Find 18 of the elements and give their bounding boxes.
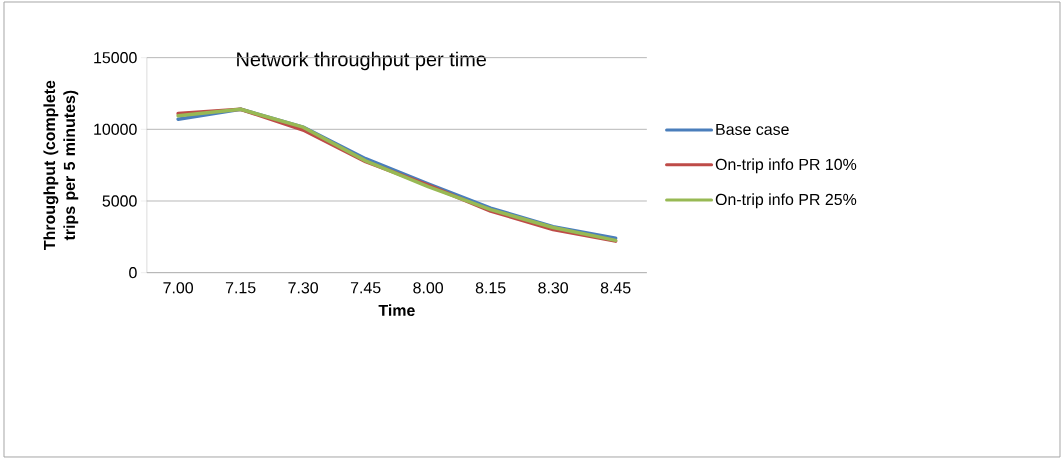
y-tick-label: 10000	[94, 123, 137, 135]
chart-title: Network throughput per time	[237, 51, 486, 71]
x-tick-label: 7.30	[288, 282, 319, 294]
x-tick-label: 7.00	[163, 282, 194, 294]
x-tick-label: 8.00	[413, 282, 444, 294]
y-tick-label: 5000	[102, 195, 137, 207]
y-tick-label: 0	[129, 267, 137, 279]
x-tick-label: 8.15	[475, 282, 506, 294]
x-tick-label: 8.45	[600, 282, 631, 294]
y-tick-label: 15000	[94, 52, 137, 64]
y-axis-title: Throughput (complete trips per 5 minutes)	[43, 80, 79, 250]
x-tick-label: 8.30	[538, 282, 569, 294]
legend-label: On-trip info PR 10%	[715, 158, 857, 174]
x-axis-title: Time	[378, 304, 415, 316]
legend-label: Base case	[716, 123, 789, 136]
legend-label: On-trip info PR 25%	[715, 193, 857, 209]
x-tick-label: 7.15	[225, 282, 256, 294]
x-tick-label: 7.45	[350, 282, 381, 294]
